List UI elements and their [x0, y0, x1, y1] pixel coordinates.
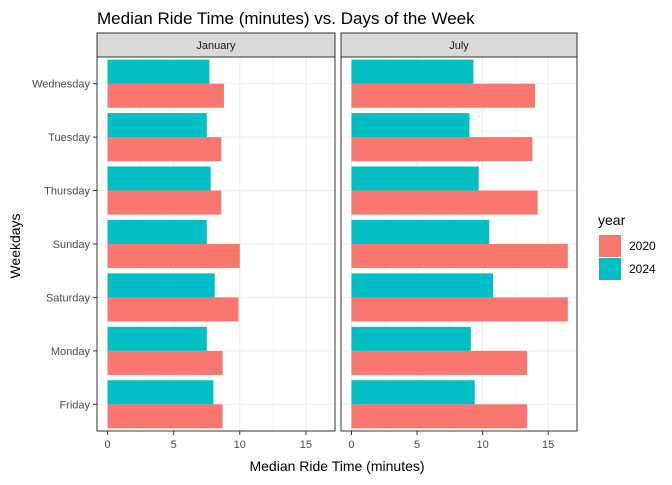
- legend: year 2020 2024: [598, 212, 656, 280]
- y-tick-label: Saturday: [46, 292, 91, 304]
- y-tick-label: Sunday: [53, 239, 91, 251]
- bar-january-2024-sunday: [107, 219, 207, 244]
- chart-title: Median Ride Time (minutes) vs. Days of t…: [97, 9, 475, 28]
- bar-january-2024-friday: [107, 380, 214, 405]
- bar-january-2020-thursday: [107, 190, 222, 215]
- bar-july-2024-saturday: [351, 273, 494, 298]
- bar-july-2020-monday: [351, 350, 528, 375]
- bar-january-2020-saturday: [107, 297, 239, 322]
- legend-label-2024: 2024: [629, 262, 656, 276]
- facet-strip-label: July: [449, 40, 469, 52]
- bar-january-2020-tuesday: [107, 137, 222, 162]
- bar-january-2024-wednesday: [107, 59, 210, 84]
- bar-july-2020-thursday: [351, 190, 538, 215]
- bar-january-2024-monday: [107, 326, 207, 351]
- bar-january-2024-tuesday: [107, 113, 207, 138]
- y-tick-label: Monday: [51, 346, 91, 358]
- facet-strip: [96, 32, 336, 58]
- x-tick-label: 15: [542, 439, 554, 451]
- bar-july-2024-thursday: [351, 166, 479, 191]
- y-tick-label: Thursday: [44, 186, 90, 198]
- panel-january: January 0 5 10 15 Friday Monday Saturday Sunday T…: [32, 32, 336, 451]
- bar-january-2020-wednesday: [107, 83, 224, 108]
- panel-border: [340, 56, 578, 432]
- legend-key-2024: [599, 258, 621, 280]
- x-tick-label: 0: [105, 439, 111, 451]
- bar-july-2020-friday: [351, 404, 528, 429]
- facet-strip-label: January: [196, 40, 236, 52]
- bar-july-2024-monday: [351, 326, 471, 351]
- bar-july-2024-wednesday: [351, 59, 474, 84]
- x-tick-label: 5: [171, 439, 177, 451]
- bar-july-2024-sunday: [351, 219, 490, 244]
- y-axis-label: Weekdays: [7, 213, 23, 278]
- x-tick-label: 0: [348, 439, 354, 451]
- bar-july-2020-wednesday: [351, 83, 536, 108]
- bar-january-2020-sunday: [107, 244, 240, 269]
- x-tick-label: 10: [476, 439, 488, 451]
- legend-title: year: [598, 212, 626, 228]
- x-tick-label: 15: [300, 439, 312, 451]
- bar-january-2024-thursday: [107, 166, 211, 191]
- legend-label-2020: 2020: [629, 239, 656, 253]
- y-tick-label: Friday: [59, 399, 90, 411]
- bar-july-2020-saturday: [351, 297, 568, 322]
- bar-july-2024-friday: [351, 380, 475, 405]
- x-tick-label: 10: [234, 439, 246, 451]
- bar-january-2024-saturday: [107, 273, 215, 298]
- bar-july-2024-tuesday: [351, 113, 470, 138]
- y-tick-label: Tuesday: [48, 132, 90, 144]
- x-axis-label: Median Ride Time (minutes): [249, 458, 424, 474]
- bar-january-2020-friday: [107, 404, 223, 429]
- bar-january-2020-monday: [107, 350, 223, 375]
- panel-july: July 0 5 10 15: [340, 32, 578, 451]
- x-tick-label: 5: [414, 439, 420, 451]
- legend-key-2020: [599, 235, 621, 257]
- bar-july-2020-tuesday: [351, 137, 533, 162]
- y-tick-label: Wednesday: [32, 79, 90, 91]
- bar-july-2020-sunday: [351, 244, 568, 269]
